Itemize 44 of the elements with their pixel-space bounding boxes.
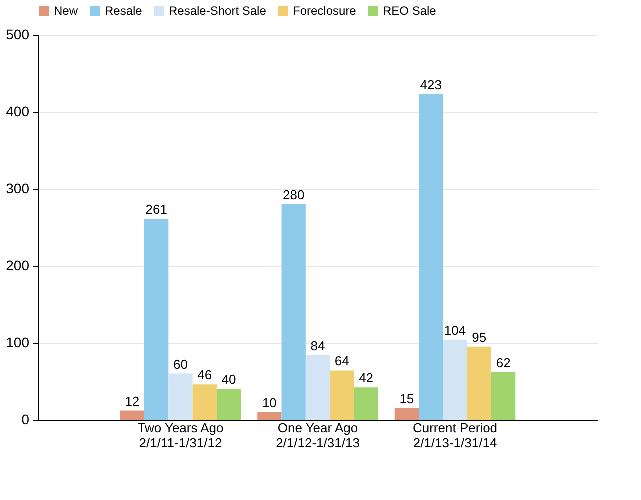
data-label: 95 [472,330,487,345]
data-label: 60 [174,356,188,372]
bar [354,388,378,420]
data-label: 40 [222,372,236,388]
y-tick-label: 0 [22,412,30,428]
x-tick-label: Current Period 2/1/13-1/31/14 [412,420,498,450]
y-tick-label: 200 [6,258,30,274]
bar [192,384,217,420]
y-tick-label: 300 [6,180,30,196]
bar [419,94,444,420]
y-tick-label: 500 [6,26,30,42]
data-label: 84 [310,338,326,354]
legend-label: Resale [105,4,143,18]
data-label: 423 [420,77,442,92]
y-tick-label: 400 [6,104,30,120]
data-label: 64 [334,354,350,369]
bar [394,408,420,420]
data-label: 15 [400,391,414,406]
data-label: 261 [146,202,168,218]
legend-label: REO Sale [383,4,437,18]
x-tick-label: One Year Ago 2/1/12-1/31/13 [276,420,360,450]
data-label: 12 [125,394,140,409]
data-label: 42 [359,370,374,386]
bar [306,355,330,420]
data-label: 62 [496,355,511,370]
bar [120,410,145,420]
data-label: 104 [444,322,466,338]
bar [144,219,169,420]
bar [258,412,282,420]
data-label: 46 [198,368,212,383]
bar [216,389,242,420]
bar [282,204,306,420]
y-tick-label: 100 [6,334,30,350]
legend-label: Resale-Short Sale [169,4,267,18]
legend-label: Foreclosure [293,4,357,18]
data-label: 280 [282,187,305,202]
data-label: 10 [262,395,277,410]
bar [467,346,492,420]
legend-label: New [54,4,78,18]
x-tick-label: Two Years Ago 2/1/11-1/31/12 [138,420,224,450]
bar [168,374,193,420]
bar [443,340,468,420]
bar [330,370,354,420]
bar [491,372,516,420]
